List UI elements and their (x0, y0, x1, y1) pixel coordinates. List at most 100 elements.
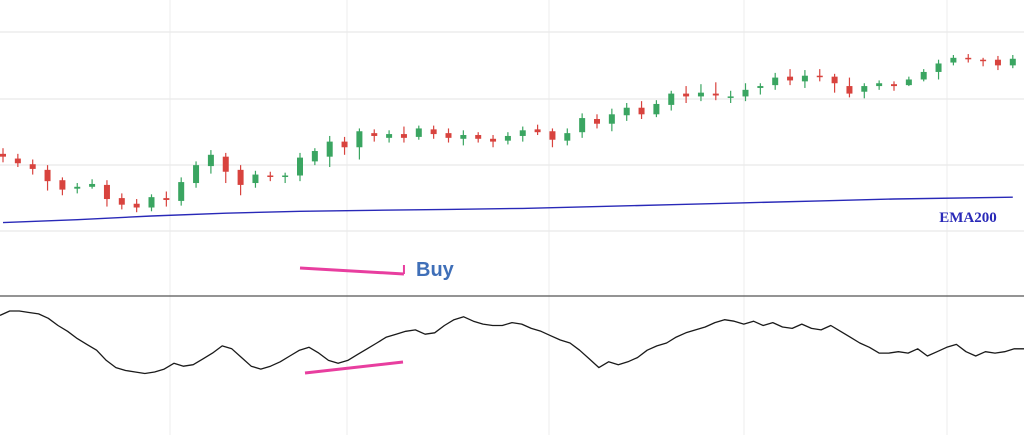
candle (534, 124, 541, 136)
candle (29, 159, 36, 175)
candle (103, 180, 110, 207)
candle-body (504, 135, 511, 141)
ema200-label: EMA200 (939, 210, 997, 226)
candle-body (876, 83, 883, 87)
candle (801, 70, 808, 88)
candle (148, 194, 155, 212)
candle-body (891, 84, 897, 87)
candle (623, 103, 630, 121)
candle (549, 128, 556, 148)
candle (579, 113, 586, 138)
candle-body (430, 129, 437, 135)
candle (727, 90, 734, 104)
price-divergence-line (299, 266, 405, 276)
candle (905, 76, 912, 87)
candle-body (980, 59, 987, 62)
candle (415, 125, 422, 140)
candle-body (846, 86, 853, 94)
candle-body (861, 86, 868, 92)
candle (59, 177, 66, 196)
candle-body (905, 79, 912, 86)
candle (430, 125, 437, 139)
candle (653, 100, 660, 118)
buy-signal-label: Buy (416, 259, 455, 281)
candle (133, 199, 140, 213)
candle-body (252, 174, 259, 184)
candle (965, 54, 972, 63)
candle-body (668, 93, 675, 105)
candle (504, 132, 511, 145)
candle-body (683, 93, 690, 97)
candle (74, 183, 81, 194)
candle (564, 128, 571, 146)
candle-body (950, 57, 957, 63)
candle-body (460, 135, 467, 139)
candle-body (787, 76, 794, 81)
candle (831, 73, 838, 93)
candle (178, 177, 185, 206)
candle-body (341, 141, 348, 148)
candle (683, 86, 690, 104)
candle (14, 153, 21, 168)
candle-body (371, 133, 378, 136)
candle-body (44, 169, 51, 182)
candle (475, 132, 482, 143)
candle (876, 80, 883, 90)
candle (594, 114, 600, 129)
candle-body (400, 134, 407, 138)
candle-body (994, 59, 1001, 66)
candle (252, 170, 259, 188)
candle (712, 82, 719, 101)
candle-body (534, 129, 541, 133)
candle (697, 84, 704, 102)
candle-body (594, 119, 600, 124)
candle-body (118, 198, 125, 205)
candle-body (311, 151, 318, 162)
candle-body (712, 93, 719, 96)
oscillator-divergence-line (304, 360, 404, 375)
candle-body (801, 75, 808, 82)
candle (0, 148, 6, 163)
candle (891, 81, 897, 91)
candle-body (326, 141, 333, 157)
candle-body (1009, 58, 1016, 66)
candle (935, 59, 942, 80)
candle (490, 135, 497, 148)
candle (994, 55, 1001, 71)
candle-body (490, 138, 497, 142)
candle (163, 191, 170, 207)
candle-body (564, 133, 571, 141)
candle (846, 77, 853, 98)
candle (267, 171, 274, 182)
candle (282, 172, 289, 184)
candle-body (445, 133, 452, 138)
candle (297, 152, 303, 182)
candle-body (742, 89, 749, 97)
candle-body (772, 77, 779, 86)
candle (757, 83, 764, 95)
candle-body (267, 175, 274, 177)
candle (861, 83, 868, 99)
candlestick-series (0, 54, 1016, 213)
candle-body (103, 184, 110, 200)
candle-body (29, 164, 36, 169)
candle (400, 126, 407, 143)
candle-body (163, 198, 170, 200)
candle (222, 152, 229, 184)
candle-body (133, 203, 140, 208)
candle-body (549, 131, 556, 140)
candle-body (816, 75, 823, 78)
candle-body (148, 197, 155, 208)
candle-body (356, 131, 363, 148)
ema200-line-group (2, 196, 1013, 224)
candle-body (519, 130, 526, 136)
candle-body (237, 169, 244, 185)
oscillator-line (0, 310, 1024, 375)
candle-body (0, 153, 6, 157)
candle (341, 136, 348, 155)
candle (816, 69, 823, 82)
divergence-markers (299, 265, 405, 375)
candle-body (697, 92, 704, 97)
